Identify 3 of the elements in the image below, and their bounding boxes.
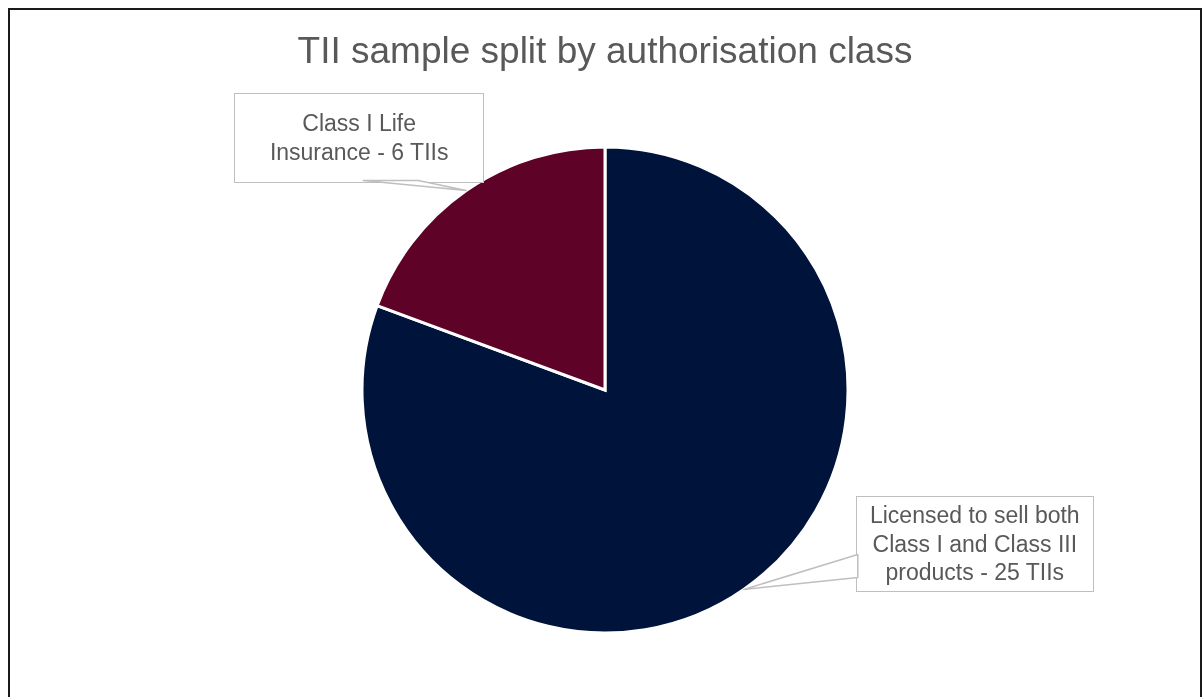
chart-title: TII sample split by authorisation class [296, 30, 914, 71]
slice-label: Class I Life Insurance - 6 TIIs [268, 109, 450, 167]
slice-label: Licensed to sell both Class I and Class III products - 25 TIIs [868, 501, 1081, 587]
